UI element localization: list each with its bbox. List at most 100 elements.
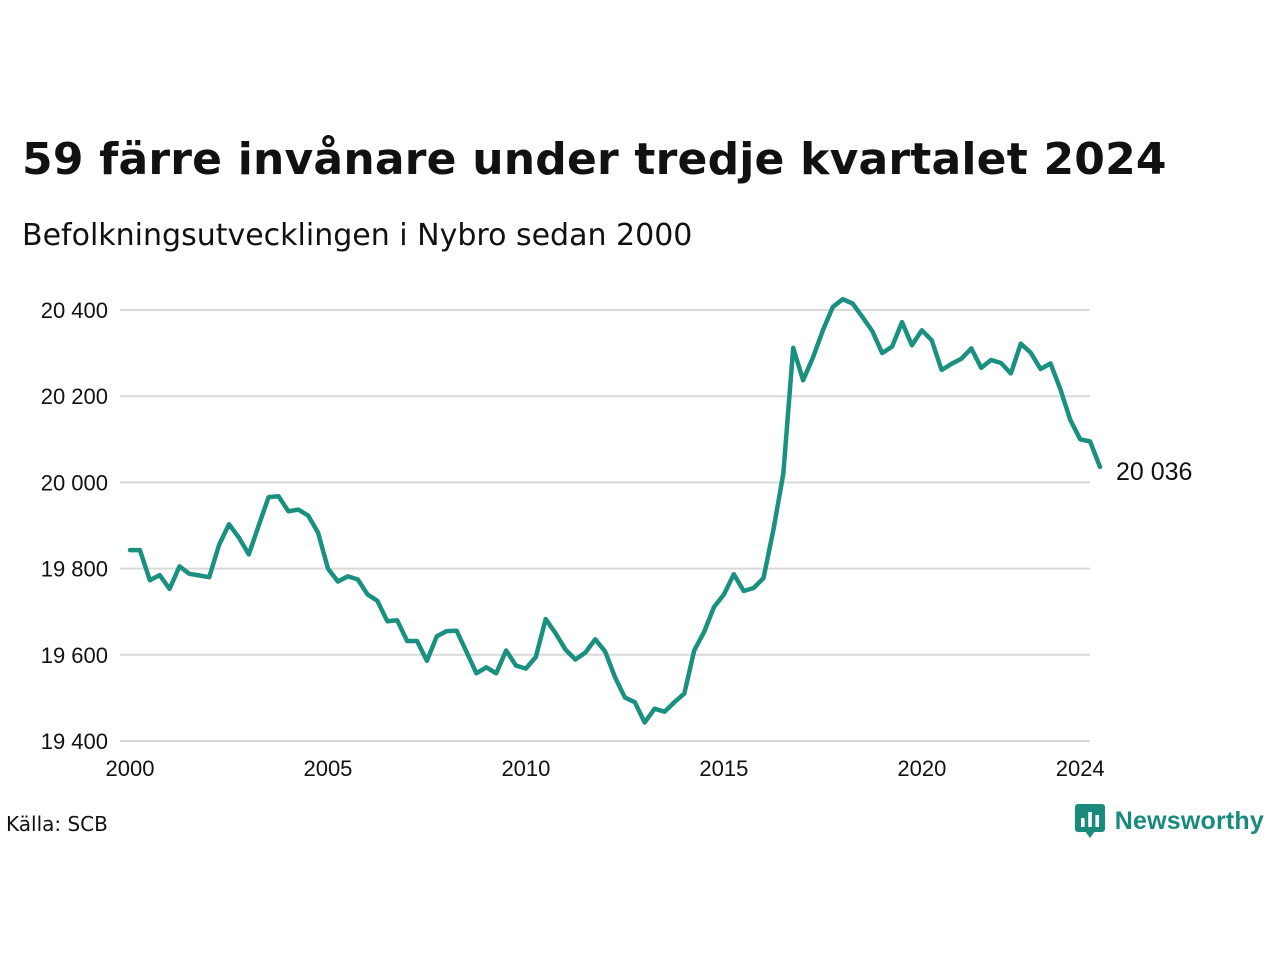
data-point <box>1097 464 1103 470</box>
data-point <box>681 691 687 697</box>
data-point <box>929 337 935 343</box>
data-point <box>1028 350 1034 356</box>
data-point <box>553 630 559 636</box>
data-point <box>226 521 232 527</box>
data-point <box>523 666 529 672</box>
data-point <box>770 527 776 533</box>
source-note: Källa: SCB <box>6 812 108 836</box>
data-point <box>632 699 638 705</box>
data-point <box>671 699 677 705</box>
data-point <box>850 301 856 307</box>
data-point <box>275 493 281 499</box>
data-point <box>444 628 450 634</box>
chart-title: 59 färre invånare under tredje kvartalet… <box>22 134 1167 185</box>
data-point <box>256 523 262 529</box>
data-point <box>424 658 430 664</box>
data-point <box>355 576 361 582</box>
data-point <box>503 647 509 653</box>
data-point <box>830 304 836 310</box>
data-point <box>365 591 371 597</box>
newsworthy-logo-icon <box>1074 804 1105 838</box>
y-tick-label: 19 600 <box>41 643 108 668</box>
data-point <box>652 706 658 712</box>
data-point <box>582 650 588 656</box>
data-point <box>167 586 173 592</box>
data-point <box>661 709 667 715</box>
data-point <box>721 591 727 597</box>
data-point <box>731 571 737 577</box>
data-point <box>840 296 846 302</box>
data-point <box>285 508 291 514</box>
data-point <box>810 354 816 360</box>
data-point <box>384 618 390 624</box>
x-tick-label: 2024 <box>1056 756 1105 781</box>
data-point <box>305 513 311 519</box>
brand-name: Newsworthy <box>1114 806 1264 835</box>
data-point <box>315 530 321 536</box>
data-point <box>978 365 984 371</box>
y-axis-ticks: 19 400 19 600 19 800 20 000 20 200 20 400 <box>41 298 108 754</box>
data-point <box>572 657 578 663</box>
data-point <box>464 649 470 655</box>
data-point <box>404 638 410 644</box>
x-axis-ticks: 2000 2005 2010 2015 2020 2024 <box>106 756 1105 781</box>
x-tick-label: 2020 <box>897 756 946 781</box>
data-point <box>206 574 212 580</box>
data-point <box>246 551 252 557</box>
x-tick-label: 2000 <box>106 756 155 781</box>
data-point <box>345 573 351 579</box>
population-line <box>127 296 1103 725</box>
data-point <box>1077 436 1083 442</box>
data-point <box>1087 438 1093 444</box>
data-point <box>790 345 796 351</box>
data-point <box>176 563 182 569</box>
data-point <box>958 356 964 362</box>
data-point <box>592 636 598 642</box>
data-point <box>325 566 331 572</box>
data-point <box>741 588 747 594</box>
labels-layer: 20 036 <box>1116 458 1192 486</box>
x-tick-label: 2010 <box>501 756 550 781</box>
data-point <box>859 314 865 320</box>
data-point <box>216 542 222 548</box>
series-layer <box>127 296 1103 725</box>
data-point <box>493 670 499 676</box>
data-point <box>879 350 885 356</box>
data-point <box>691 647 697 653</box>
data-point <box>1038 366 1044 372</box>
data-point <box>543 616 549 622</box>
y-tick-label: 20 200 <box>41 384 108 409</box>
data-point <box>394 617 400 623</box>
data-point <box>939 367 945 373</box>
data-point <box>869 328 875 334</box>
end-value-label: 20 036 <box>1116 458 1192 486</box>
data-point <box>533 654 539 660</box>
brand-logo[interactable]: Newsworthy <box>1074 804 1264 838</box>
data-point <box>295 507 301 513</box>
data-point <box>820 327 826 333</box>
data-point <box>889 344 895 350</box>
data-point <box>751 585 757 591</box>
data-point <box>1018 341 1024 347</box>
data-point <box>701 629 707 635</box>
data-point <box>919 327 925 333</box>
x-tick-label: 2005 <box>303 756 352 781</box>
data-point <box>186 571 192 577</box>
data-point <box>780 471 786 477</box>
data-point <box>949 361 955 367</box>
data-point <box>513 663 519 669</box>
data-point <box>1067 417 1073 423</box>
data-point <box>236 535 242 541</box>
data-point <box>454 628 460 634</box>
data-point <box>1048 360 1054 366</box>
y-tick-label: 20 000 <box>41 470 108 495</box>
data-point <box>374 598 380 604</box>
data-point <box>622 694 628 700</box>
data-point <box>1008 370 1014 376</box>
data-point <box>968 345 974 351</box>
data-point <box>711 604 717 610</box>
data-point <box>414 638 420 644</box>
data-point <box>563 647 569 653</box>
data-point <box>196 572 202 578</box>
